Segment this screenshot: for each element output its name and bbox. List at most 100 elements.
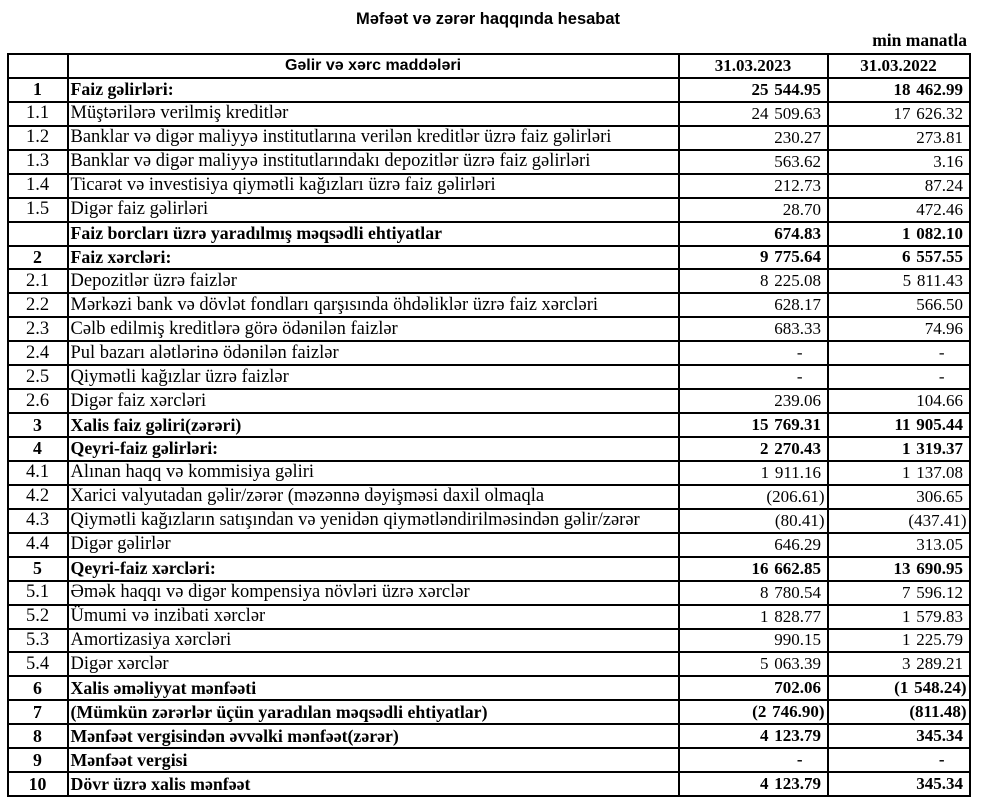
- row-label-cell: Faiz borcları üzrə yaradılmış məqsədli e…: [66, 220, 680, 247]
- row-number-cell: 2.1: [6, 268, 69, 295]
- header-period-2023: 31.03.2023: [677, 53, 829, 79]
- table-row: 1.5 Digər faiz gəlirləri 28.70 472.46: [6, 196, 971, 223]
- value-2023-cell: 990.15: [677, 627, 829, 654]
- row-label-cell: Xalis əməliyyat mənfəəti: [66, 675, 680, 702]
- row-label-cell: Digər faiz xərcləri: [66, 388, 680, 415]
- value-2022-cell: 18 462.99: [826, 76, 971, 103]
- value-2022-cell: (1 548.24): [826, 675, 971, 702]
- value-2023-cell: 702.06: [677, 675, 829, 702]
- row-label-cell: Pul bazarı alətlərinə ödənilən faizlər: [66, 340, 680, 367]
- value-2022-cell: 313.05: [826, 531, 971, 558]
- table-row: 2.4 Pul bazarı alətlərinə ödənilən faizlə…: [6, 340, 971, 367]
- row-number-cell: 1.5: [6, 196, 69, 223]
- value-2022-cell: -: [826, 747, 971, 774]
- value-2022-cell: (437.41): [826, 507, 971, 534]
- header-number: [6, 53, 69, 79]
- value-2023-cell: 563.62: [677, 148, 829, 175]
- value-2022-cell: 13 690.95: [826, 555, 971, 582]
- value-2022-cell: 6 557.55: [826, 244, 971, 271]
- row-label-cell: Qiymətli kağızların satışından və yenidə…: [66, 507, 680, 534]
- table-row: 2 Faiz xərcləri: 9 775.64 6 557.55: [6, 244, 971, 271]
- value-2022-cell: 87.24: [826, 172, 971, 199]
- table-row: 8 Mənfəət vergisindən əvvəlki mənfəət(zər…: [6, 723, 971, 750]
- value-2023-cell: 230.27: [677, 124, 829, 151]
- table-row: 1.1 Müştərilərə verilmiş kreditlər 24 509.…: [6, 100, 971, 127]
- row-label-cell: Müştərilərə verilmiş kreditlər: [66, 100, 680, 127]
- row-number-cell: 1: [6, 76, 69, 103]
- header-period-2022: 31.03.2022: [826, 53, 971, 79]
- value-2023-cell: 646.29: [677, 531, 829, 558]
- value-2023-cell: 25 544.95: [677, 76, 829, 103]
- row-number-cell: 4.4: [6, 531, 69, 558]
- value-2023-cell: 1 828.77: [677, 603, 829, 630]
- table-row: 4 Qeyri-faiz gəlirləri: 2 270.43 1 319.37: [6, 436, 971, 462]
- row-label-cell: Xarici valyutadan gəlir/zərər (məzənnə d…: [66, 483, 680, 510]
- row-number-cell: 1.3: [6, 148, 69, 175]
- row-number-cell: 2.2: [6, 292, 69, 319]
- value-2023-cell: 24 509.63: [677, 100, 829, 127]
- value-2023-cell: 4 123.79: [677, 771, 829, 798]
- table-row: 2.5 Qiymətli kağızlar üzrə faizlər - -: [6, 364, 971, 391]
- table-row: 5.4 Digər xərclər 5 063.39 3 289.21: [6, 651, 971, 678]
- table-row: 1 Faiz gəlirləri: 25 544.95 18 462.99: [6, 76, 971, 103]
- row-label-cell: Mənfəət vergisindən əvvəlki mənfəət(zərə…: [66, 723, 680, 750]
- value-2022-cell: 1 082.10: [826, 220, 971, 247]
- value-2022-cell: 74.96: [826, 316, 971, 343]
- value-2022-cell: 472.46: [826, 196, 971, 223]
- value-2023-cell: 4 123.79: [677, 723, 829, 750]
- row-label-cell: Qeyri-faiz xərcləri:: [66, 555, 680, 582]
- value-2022-cell: 5 811.43: [826, 268, 971, 295]
- row-label-cell: Banklar və digər maliyyə institutlarında…: [66, 148, 680, 175]
- row-number-cell: 2: [6, 244, 69, 271]
- row-number-cell: 2.6: [6, 388, 69, 415]
- table-row: 5.2 Ümumi və inzibati xərclər 1 828.77 1 57…: [6, 603, 971, 630]
- row-label-cell: Ümumi və inzibati xərclər: [66, 603, 680, 630]
- value-2022-cell: 1 225.79: [826, 627, 971, 654]
- value-2022-cell: -: [826, 364, 971, 391]
- value-2022-cell: 3 289.21: [826, 651, 971, 678]
- row-number-cell: 6: [6, 675, 69, 702]
- value-2022-cell: 273.81: [826, 124, 971, 151]
- value-2023-cell: 5 063.39: [677, 651, 829, 678]
- table-row: 4.3 Qiymətli kağızların satışından və yen…: [6, 507, 971, 534]
- row-label-cell: Digər gəlirlər: [66, 531, 680, 558]
- row-number-cell: 8: [6, 723, 69, 750]
- table-row: 5.1 Əmək haqqı və digər kompensiya növlər…: [6, 579, 971, 606]
- table-row: 4.2 Xarici valyutadan gəlir/zərər (məzənn…: [6, 483, 971, 510]
- row-label-cell: Qiymətli kağızlar üzrə faizlər: [66, 364, 680, 391]
- unit-note: min manatla: [872, 30, 967, 50]
- row-number-cell: 5.3: [6, 627, 69, 654]
- row-label-cell: Alınan haqq və kommisiya gəliri: [66, 459, 680, 486]
- value-2023-cell: 683.33: [677, 316, 829, 343]
- row-number-cell: 2.4: [6, 340, 69, 367]
- row-number-cell: 1.2: [6, 124, 69, 151]
- row-label-cell: Banklar və digər maliyyə institutlarına …: [66, 124, 680, 151]
- row-label-cell: Mərkəzi bank və dövlət fondları qarşısın…: [66, 292, 680, 319]
- value-2023-cell: (206.61): [677, 483, 829, 510]
- value-2023-cell: 8 780.54: [677, 579, 829, 606]
- row-label-cell: Əmək haqqı və digər kompensiya növləri ü…: [66, 579, 680, 606]
- row-number-cell: 5: [6, 555, 69, 582]
- value-2023-cell: 8 225.08: [677, 268, 829, 295]
- table-row: 7 (Mümkün zərərlər üçün yaradılan məqsədl…: [6, 699, 971, 726]
- value-2022-cell: 104.66: [826, 388, 971, 415]
- table-row: 2.2 Mərkəzi bank və dövlət fondları qarşı…: [6, 292, 971, 319]
- row-number-cell: 5.4: [6, 651, 69, 678]
- value-2022-cell: 7 596.12: [826, 579, 971, 606]
- value-2022-cell: 11 905.44: [826, 412, 971, 438]
- row-number-cell: 1.1: [6, 100, 69, 127]
- value-2022-cell: 1 137.08: [826, 459, 971, 486]
- value-2023-cell: 212.73: [677, 172, 829, 199]
- value-2023-cell: -: [677, 747, 829, 774]
- value-2022-cell: (811.48): [826, 699, 971, 726]
- row-label-cell: Xalis faiz gəliri(zərəri): [66, 412, 680, 438]
- value-2023-cell: 239.06: [677, 388, 829, 415]
- row-label-cell: Mənfəət vergisi: [66, 747, 680, 774]
- row-number-cell: 5.1: [6, 579, 69, 606]
- row-number-cell: 5.2: [6, 603, 69, 630]
- header-label: Gəlir və xərc maddələri: [66, 53, 680, 79]
- value-2023-cell: 9 775.64: [677, 244, 829, 271]
- value-2023-cell: 628.17: [677, 292, 829, 319]
- row-number-cell: 2.3: [6, 316, 69, 343]
